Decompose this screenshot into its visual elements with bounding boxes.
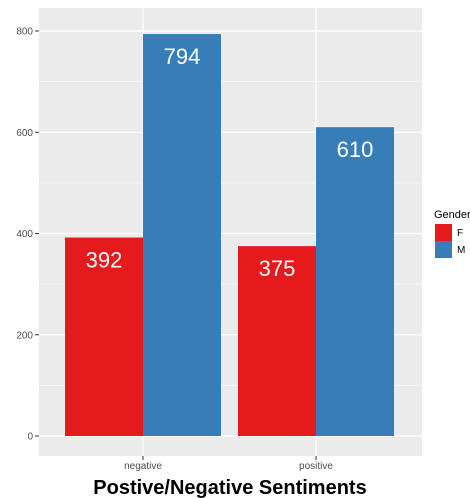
- bar-value-label: 610: [337, 137, 374, 162]
- x-tick-label: positive: [299, 461, 333, 472]
- bar-value-label: 392: [86, 248, 123, 273]
- bar-value-label: 794: [164, 44, 201, 69]
- y-tick-label: 600: [16, 128, 33, 139]
- legend-swatch: [435, 241, 452, 258]
- y-tick-label: 0: [27, 432, 33, 443]
- legend: Gender FM: [434, 209, 470, 258]
- x-axis-title: Postive/Negative Sentiments: [93, 477, 366, 498]
- x-tick-label: negative: [124, 461, 162, 472]
- bar: [316, 127, 394, 436]
- bar: [143, 34, 221, 436]
- bar-value-label: 375: [259, 256, 296, 281]
- legend-swatch: [435, 224, 452, 241]
- y-tick-label: 200: [16, 330, 33, 341]
- x-tick-labels: negative positive: [124, 456, 333, 472]
- legend-label: F: [457, 228, 463, 239]
- y-tick-label: 400: [16, 229, 33, 240]
- bar: [65, 237, 143, 436]
- bars: 392 375 794 610: [65, 34, 394, 436]
- y-tick-labels: 0 200 400 600 800: [16, 27, 39, 443]
- legend-title: Gender: [434, 209, 470, 221]
- bar: [238, 246, 316, 436]
- y-tick-label: 800: [16, 27, 33, 38]
- legend-label: M: [457, 245, 465, 256]
- legend-items: FM: [435, 224, 465, 258]
